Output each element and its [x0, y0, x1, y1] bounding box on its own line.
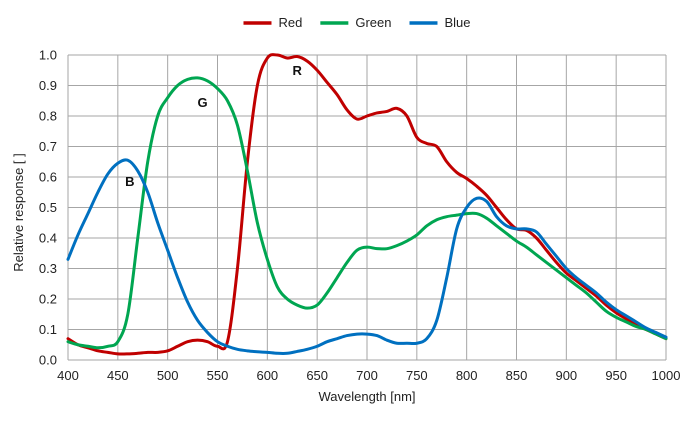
- y-tick-label: 0.2: [39, 292, 57, 307]
- y-tick-label: 0.9: [39, 78, 57, 93]
- series-line-green: [66, 76, 668, 350]
- y-tick-label: 0.1: [39, 322, 57, 337]
- y-tick-label: 0.6: [39, 170, 57, 185]
- curve-label-g: G: [197, 95, 207, 110]
- grid: [67, 54, 667, 361]
- x-tick-label: 800: [456, 368, 478, 383]
- y-tick-label: 1.0: [39, 48, 57, 63]
- legend: Red Green Blue: [243, 15, 471, 30]
- x-tick-label: 1000: [652, 368, 681, 383]
- legend-item-blue: Blue: [409, 15, 471, 30]
- y-tick-label: 0.4: [39, 231, 57, 246]
- legend-label: Green: [355, 15, 391, 30]
- x-tick-label: 850: [506, 368, 528, 383]
- curve-label-b: B: [125, 174, 134, 189]
- x-axis-title: Wavelength [nm]: [318, 389, 415, 404]
- annotations: R G B: [125, 63, 302, 189]
- y-tick-label: 0.5: [39, 200, 57, 215]
- x-tick-label: 550: [207, 368, 229, 383]
- x-tick-label: 700: [356, 368, 378, 383]
- y-tick-label: 0.3: [39, 261, 57, 276]
- x-tick-label: 400: [57, 368, 79, 383]
- series-lines: [66, 53, 668, 356]
- y-tick-labels: 0.0 0.1 0.2 0.3 0.4 0.5 0.6 0.7 0.8 0.9 1.0: [39, 48, 57, 368]
- x-tick-label: 450: [107, 368, 129, 383]
- x-tick-label: 750: [406, 368, 428, 383]
- y-tick-label: 0.7: [39, 139, 57, 154]
- x-tick-label: 950: [605, 368, 627, 383]
- series-line-red: [66, 53, 668, 356]
- y-axis-title: Relative response [ ]: [11, 153, 26, 272]
- legend-label: Blue: [444, 15, 470, 30]
- legend-item-red: Red: [243, 15, 302, 30]
- x-tick-label: 500: [157, 368, 179, 383]
- x-tick-labels: 400 450 500 550 600 650 700 750 800 850 900 950 1000: [57, 368, 680, 383]
- x-tick-label: 900: [555, 368, 577, 383]
- y-tick-label: 0.0: [39, 353, 57, 368]
- x-tick-label: 600: [256, 368, 278, 383]
- series-line-blue: [66, 158, 668, 355]
- y-tick-label: 0.8: [39, 109, 57, 124]
- x-tick-label: 650: [306, 368, 328, 383]
- curve-label-r: R: [293, 63, 303, 78]
- legend-item-green: Green: [320, 15, 391, 30]
- legend-label: Red: [278, 15, 302, 30]
